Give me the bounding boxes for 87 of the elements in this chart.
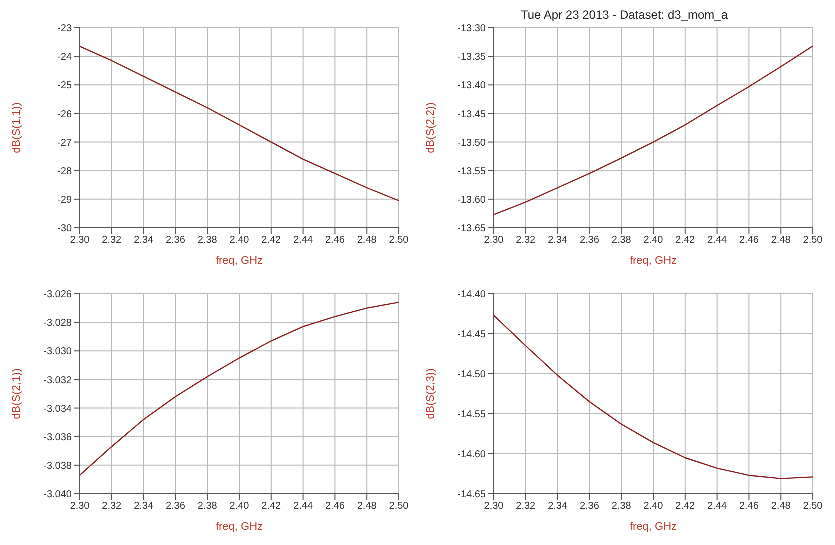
x-axis-title: freq, GHz (216, 521, 264, 533)
x-tick-label: 2.50 (389, 235, 410, 246)
y-tick-label: -13.35 (458, 52, 486, 64)
y-tick-label: -13.60 (458, 194, 486, 206)
x-tick-label: 2.36 (166, 235, 186, 246)
x-tick-label: 2.42 (676, 235, 696, 246)
x-axis-title: freq, GHz (630, 521, 678, 533)
y-tick-label: -30 (58, 224, 72, 235)
x-axis-title: freq, GHz (630, 255, 678, 267)
y-tick-label: -3.036 (44, 432, 72, 444)
x-axis-title: freq, GHz (216, 255, 264, 267)
line-series (494, 46, 813, 216)
y-tick-label: -24 (58, 52, 72, 64)
x-tick-label: 2.50 (803, 501, 824, 512)
x-tick-label: 2.48 (771, 501, 792, 512)
x-tick-label: 2.34 (134, 501, 154, 512)
y-axis-title: dB(S(2,3)) (424, 368, 437, 420)
y-axis-title: dB(S(2,1)) (10, 368, 23, 420)
x-tick-label: 2.36 (580, 501, 600, 512)
y-tick-label: -23 (58, 24, 72, 35)
y-tick-label: -25 (58, 80, 72, 92)
x-tick-label: 2.34 (548, 235, 568, 246)
x-tick-label: 2.32 (516, 235, 536, 246)
y-tick-label: -28 (58, 166, 72, 178)
x-tick-label: 2.38 (198, 501, 218, 512)
x-tick-label: 2.30 (70, 235, 90, 246)
x-tick-label: 2.34 (548, 501, 568, 512)
y-tick-label: -3.032 (44, 375, 72, 386)
line-series (80, 46, 399, 202)
x-tick-label: 2.30 (484, 501, 504, 512)
y-tick-label: -26 (58, 109, 72, 120)
x-tick-label: 2.46 (739, 501, 760, 512)
y-tick-label: -13.55 (458, 166, 486, 178)
y-tick-label: -29 (58, 194, 72, 206)
x-tick-label: 2.32 (516, 501, 536, 512)
x-tick-label: 2.50 (389, 501, 410, 512)
x-tick-label: 2.38 (612, 501, 632, 512)
x-tick-label: 2.48 (357, 501, 378, 512)
x-tick-label: 2.40 (644, 235, 664, 246)
y-axis-title: dB(S(2,2)) (424, 102, 437, 154)
x-tick-label: 2.32 (102, 235, 122, 246)
y-tick-label: -3.030 (44, 346, 72, 358)
x-tick-label: 2.36 (166, 501, 186, 512)
line-series (494, 315, 813, 480)
x-tick-label: 2.50 (803, 235, 824, 246)
x-tick-label: 2.40 (230, 501, 250, 512)
x-tick-label: 2.46 (325, 235, 346, 246)
y-tick-label: -27 (58, 138, 72, 149)
x-tick-label: 2.44 (294, 235, 314, 246)
x-tick-label: 2.30 (484, 235, 504, 246)
y-tick-label: -14.40 (458, 290, 486, 301)
x-tick-label: 2.30 (70, 501, 90, 512)
y-tick-label: -13.45 (458, 109, 486, 120)
y-tick-label: -14.65 (458, 490, 486, 501)
x-tick-label: 2.40 (230, 235, 250, 246)
chart-title: Tue Apr 23 2013 - Dataset: d3_mom_a (520, 8, 729, 22)
x-tick-label: 2.42 (262, 501, 282, 512)
y-tick-label: -13.65 (458, 224, 486, 235)
line-series (80, 302, 399, 476)
x-tick-label: 2.46 (325, 501, 346, 512)
y-tick-label: -13.40 (458, 80, 486, 92)
x-tick-label: 2.32 (102, 501, 122, 512)
x-tick-label: 2.46 (739, 235, 760, 246)
x-tick-label: 2.48 (771, 235, 792, 246)
x-tick-label: 2.34 (134, 235, 154, 246)
x-tick-label: 2.44 (708, 235, 728, 246)
y-tick-label: -14.45 (458, 330, 486, 341)
y-tick-label: -13.50 (458, 138, 486, 149)
x-tick-label: 2.40 (644, 501, 664, 512)
y-tick-label: -14.60 (458, 450, 486, 461)
x-tick-label: 2.44 (294, 501, 314, 512)
x-tick-label: 2.38 (198, 235, 218, 246)
x-tick-label: 2.48 (357, 235, 378, 246)
x-tick-label: 2.36 (580, 235, 600, 246)
y-tick-label: -3.038 (44, 460, 72, 472)
y-tick-label: -3.028 (44, 318, 72, 330)
x-tick-label: 2.42 (262, 235, 282, 246)
x-tick-label: 2.42 (676, 501, 696, 512)
y-axis-title: dB(S(1,1)) (10, 102, 23, 154)
x-tick-label: 2.38 (612, 235, 632, 246)
y-tick-label: -14.55 (458, 410, 486, 421)
y-tick-label: -13.30 (458, 24, 486, 35)
y-tick-label: -14.50 (458, 370, 486, 381)
y-tick-label: -3.026 (44, 290, 72, 301)
x-tick-label: 2.44 (708, 501, 728, 512)
y-tick-label: -3.040 (44, 490, 72, 501)
y-tick-label: -3.034 (44, 404, 72, 415)
